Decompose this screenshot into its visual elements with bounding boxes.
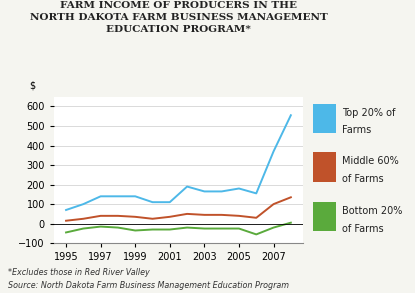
Text: *Excludes those in Red River Valley: *Excludes those in Red River Valley — [8, 268, 150, 277]
Text: EDUCATION PROGRAM*: EDUCATION PROGRAM* — [106, 25, 251, 34]
FancyBboxPatch shape — [313, 202, 336, 231]
FancyBboxPatch shape — [313, 104, 336, 133]
Text: $: $ — [29, 81, 35, 91]
Text: Source: North Dakota Farm Business Management Education Program: Source: North Dakota Farm Business Manag… — [8, 281, 289, 290]
Text: Middle 60%: Middle 60% — [342, 156, 398, 166]
Text: NORTH DAKOTA FARM BUSINESS MANAGEMENT: NORTH DAKOTA FARM BUSINESS MANAGEMENT — [29, 13, 327, 22]
Text: of Farms: of Farms — [342, 174, 383, 184]
Text: of Farms: of Farms — [342, 224, 383, 234]
Text: Top 20% of: Top 20% of — [342, 108, 395, 118]
Text: Bottom 20%: Bottom 20% — [342, 206, 402, 216]
Text: FARM INCOME OF PRODUCERS IN THE: FARM INCOME OF PRODUCERS IN THE — [60, 1, 297, 11]
FancyBboxPatch shape — [313, 152, 336, 182]
Text: Farms: Farms — [342, 125, 371, 135]
